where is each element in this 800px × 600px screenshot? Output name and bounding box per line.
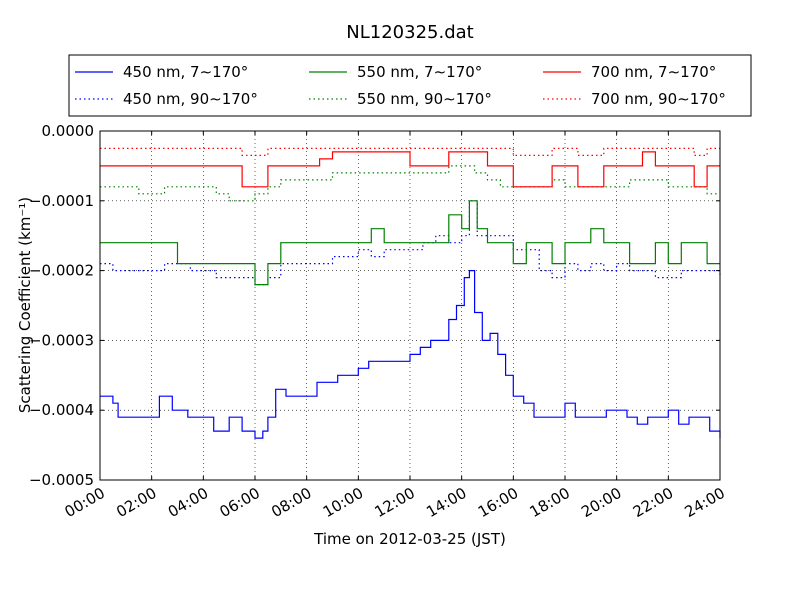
legend-box [68,54,752,117]
series-layer [100,147,721,439]
y-tick-label: −0.0003 [29,331,94,349]
x-axis-label: Time on 2012-03-25 (JST) [313,530,506,548]
series-line-3 [100,200,720,286]
series-line-5 [100,151,720,188]
chart-title: NL120325.dat [346,22,473,43]
legend-label: 700 nm, 7∼170° [591,63,716,81]
series-line-2 [100,200,721,286]
y-tick-label: −0.0005 [29,471,94,489]
y-tick-label: −0.0002 [29,262,94,280]
plot-area: 00:00 02:00 04:00 06:00 08:00 10:00 12:00 14:00… [29,122,728,521]
y-axis-label: Scattering Coefficient (km⁻¹) [16,197,34,413]
legend-label: 550 nm, 90∼170° [357,90,492,108]
series-line-6 [100,147,720,156]
y-tick-label: 0.0000 [42,122,95,140]
y-tick-label: −0.0001 [29,192,94,210]
legend-label: 450 nm, 7∼170° [123,63,248,81]
legend-label: 450 nm, 90∼170° [123,90,258,108]
y-axis: 0.0000 −0.0001 −0.0002 −0.0003 −0.0004 −0.000… [29,122,720,489]
y-tick-label: −0.0004 [29,401,94,419]
legend-label: 550 nm, 7∼170° [357,63,482,81]
plot-background [100,131,720,480]
series-line-1 [100,270,721,439]
legend-label: 700 nm, 90∼170° [591,90,726,108]
legend: 450 nm, 7∼170° 450 nm, 90∼170° 550 nm, 7∼1… [68,54,752,117]
